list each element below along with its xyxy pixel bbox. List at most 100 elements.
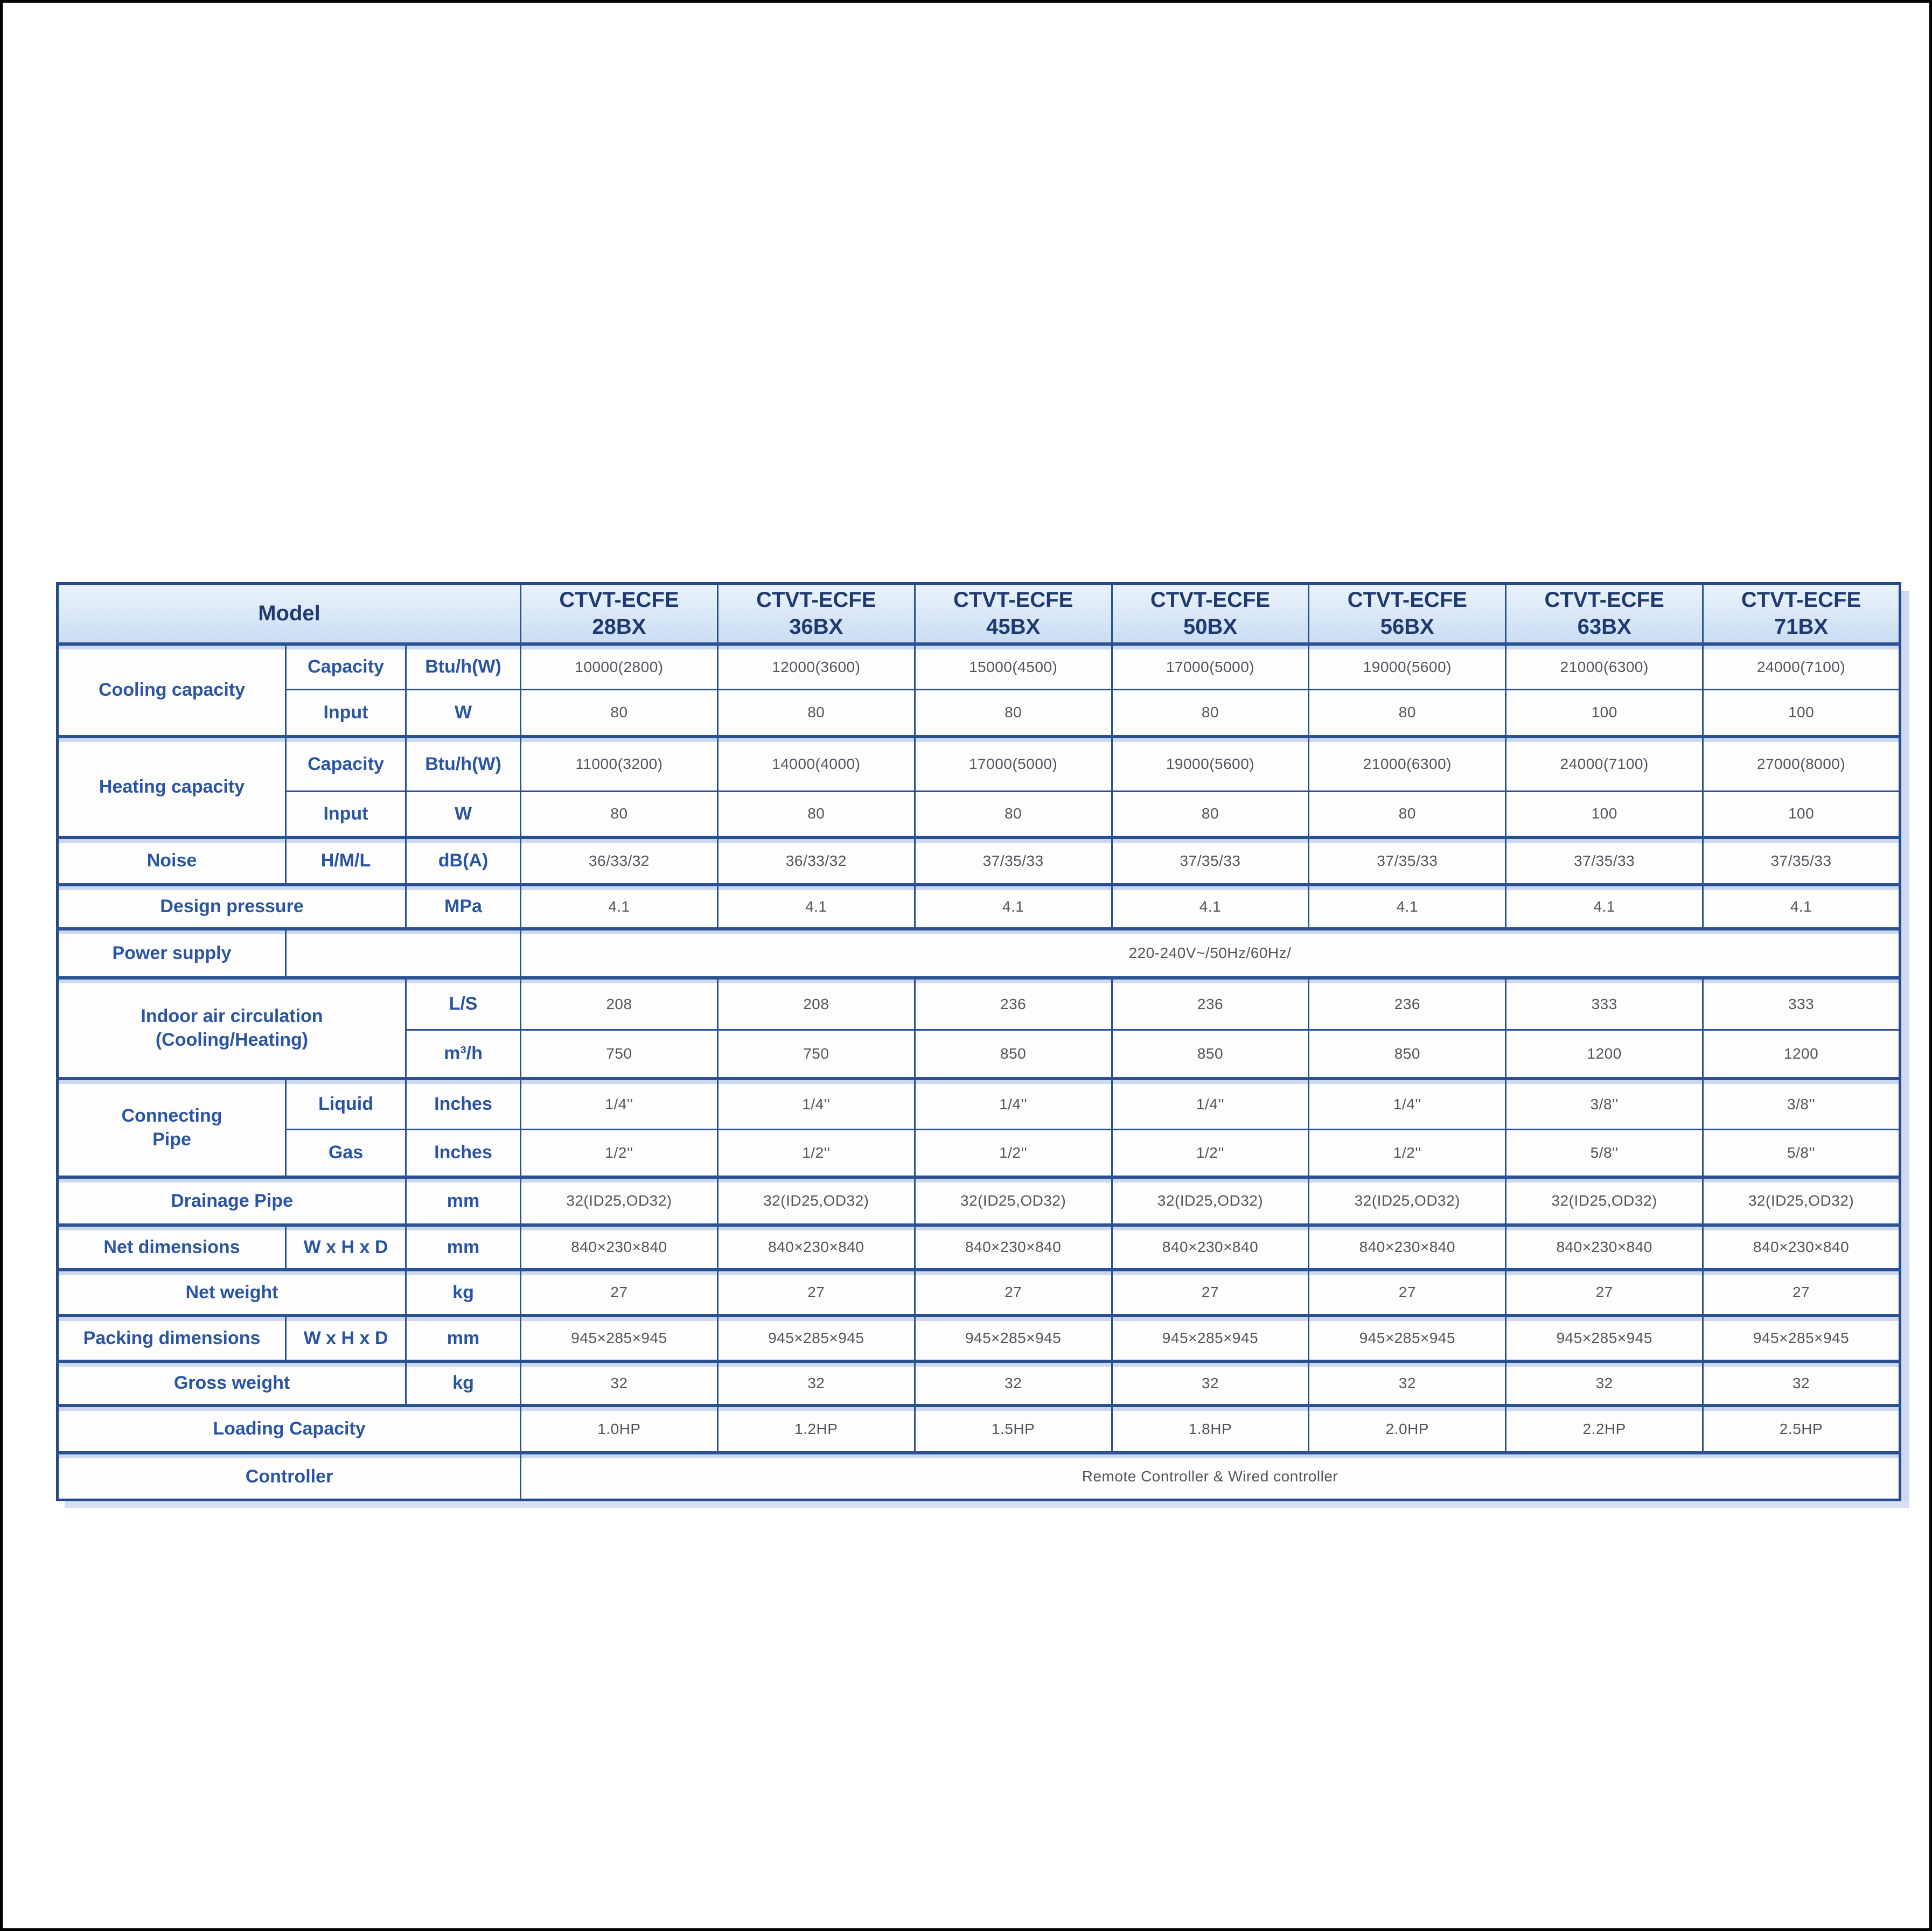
cell-value: 24000(7100) <box>1702 642 1901 690</box>
cell-value: 21000(6300) <box>1505 642 1704 690</box>
cell-value: 32 <box>1702 1359 1901 1406</box>
cell-value: 36/33/32 <box>520 835 719 885</box>
cell-value: 100 <box>1702 790 1901 838</box>
cell-value: 2.2HP <box>1505 1403 1704 1453</box>
row-net-weight: Net weight kg 27 27 27 27 27 27 27 <box>57 1268 1901 1316</box>
cell-value: 80 <box>913 689 1113 737</box>
spec-table: Model CTVT-ECFE 28BX CTVT-ECFE 36BX CTVT-E… <box>56 582 1901 1501</box>
cell-value: 750 <box>520 1029 719 1079</box>
cell-value: 5/8'' <box>1505 1129 1704 1178</box>
row-heating-capacity: Heating capacity Capacity Btu/h(W) 11000… <box>57 734 1901 838</box>
cell-value: 37/35/33 <box>1308 835 1507 885</box>
cell-value: 27 <box>1505 1268 1704 1316</box>
cell-value: 27 <box>716 1268 916 1316</box>
cell-value: 945×285×945 <box>1111 1313 1310 1362</box>
model-header-56bx: CTVT-ECFE 56BX <box>1308 583 1507 645</box>
row-unit: kg <box>404 1359 522 1406</box>
cell-value: 32 <box>1505 1359 1704 1406</box>
cell-value: 21000(6300) <box>1308 734 1507 792</box>
cell-value: 1/2'' <box>1308 1129 1507 1178</box>
row-unit: Inches <box>404 1076 522 1130</box>
cell-value: 236 <box>1111 976 1310 1031</box>
cell-value: 32(ID25,OD32) <box>716 1175 916 1226</box>
cell-value: 32 <box>1308 1359 1507 1406</box>
header-row: Model CTVT-ECFE 28BX CTVT-ECFE 36BX CTVT-E… <box>56 583 1901 645</box>
cell-value: 100 <box>1505 790 1704 838</box>
cell-value: 333 <box>1505 976 1704 1031</box>
row-label: Indoor air circulation (Cooling/Heating) <box>57 976 407 1079</box>
row-packing-dimensions: Packing dimensions W x H x D mm 945×285×… <box>57 1313 1901 1362</box>
cell-value: 5/8'' <box>1702 1129 1901 1178</box>
row-label: Loading Capacity <box>56 1403 522 1453</box>
cell-value: 945×285×945 <box>716 1313 916 1362</box>
cell-value: 32 <box>1111 1359 1310 1406</box>
cell-value: 32(ID25,OD32) <box>520 1175 719 1226</box>
cell-value: 1/4'' <box>716 1076 916 1130</box>
cell-value: 32(ID25,OD32) <box>1702 1175 1901 1226</box>
row-sublabel: W x H x D <box>285 1223 407 1270</box>
cell-value: 4.1 <box>716 883 916 929</box>
row-unit: kg <box>404 1268 522 1316</box>
cell-value: 1200 <box>1702 1029 1901 1079</box>
cell-value: 850 <box>913 1029 1113 1079</box>
cell-value: 850 <box>1111 1029 1310 1079</box>
cell-value: 945×285×945 <box>913 1313 1113 1362</box>
cell-value: 1/2'' <box>913 1129 1113 1178</box>
row-noise: Noise H/M/L dB(A) 36/33/32 36/33/32 37/3… <box>57 835 1901 885</box>
cell-value: 32(ID25,OD32) <box>1505 1175 1704 1226</box>
cell-value: 19000(5600) <box>1111 734 1310 792</box>
cell-value: 1/4'' <box>520 1076 719 1130</box>
row-unit: mm <box>404 1175 522 1226</box>
cell-value: 17000(5000) <box>1111 642 1310 690</box>
row-gross-weight: Gross weight kg 32 32 32 32 32 32 32 <box>57 1359 1901 1406</box>
row-label: Drainage Pipe <box>57 1175 407 1226</box>
row-power-supply: Power supply 220-240V~/50Hz/60Hz/ <box>57 927 1901 978</box>
row-label: Heating capacity <box>57 734 287 838</box>
row-sublabel: Capacity <box>285 734 407 792</box>
row-sublabel: Input <box>285 689 407 737</box>
row-design-pressure: Design pressure MPa 4.1 4.1 4.1 4.1 4.1 … <box>57 883 1901 929</box>
cell-value: 840×230×840 <box>1111 1223 1310 1270</box>
row-label: Noise <box>57 835 287 885</box>
row-label: Controller <box>56 1451 522 1501</box>
cell-value: 1/2'' <box>716 1129 916 1178</box>
cell-value: 220-240V~/50Hz/60Hz/ <box>520 927 1901 978</box>
cell-value: 80 <box>716 790 916 838</box>
row-heating-input: Input W 80 80 80 80 80 100 100 <box>58 790 1901 838</box>
row-sublabel: H/M/L <box>285 835 407 885</box>
row-unit: W <box>404 790 522 838</box>
cell-value: 2.5HP <box>1702 1403 1901 1453</box>
model-corner-cell: Model <box>56 583 522 645</box>
row-label: Packing dimensions <box>57 1313 287 1362</box>
row-unit: Btu/h(W) <box>404 642 522 690</box>
row-unit: Btu/h(W) <box>404 734 522 792</box>
cell-value: 208 <box>520 976 719 1031</box>
cell-value: 840×230×840 <box>1308 1223 1507 1270</box>
table-shadow-bottom <box>65 1501 1909 1508</box>
cell-value: 1.2HP <box>716 1403 916 1453</box>
cell-value: 1/4'' <box>1111 1076 1310 1130</box>
cell-value: 236 <box>1308 976 1507 1031</box>
cell-value: 840×230×840 <box>1505 1223 1704 1270</box>
cell-value: 80 <box>520 689 719 737</box>
row-sublabel: Gas <box>285 1129 407 1178</box>
row-loading-capacity: Loading Capacity 1.0HP 1.2HP 1.5HP 1.8HP… <box>56 1403 1901 1453</box>
row-sublabel: Capacity <box>285 642 407 690</box>
model-header-45bx: CTVT-ECFE 45BX <box>913 583 1113 645</box>
cell-value: 27 <box>1308 1268 1507 1316</box>
row-indoor-air-ls: Indoor air circulation (Cooling/Heating)… <box>57 976 1901 1079</box>
row-unit: Inches <box>404 1129 522 1178</box>
row-sublabel: Liquid <box>285 1076 407 1130</box>
cell-value: 333 <box>1702 976 1901 1031</box>
cell-value: 1/2'' <box>1111 1129 1310 1178</box>
row-label: Power supply <box>57 927 287 978</box>
cell-value: 32 <box>913 1359 1113 1406</box>
cell-value: 1/4'' <box>1308 1076 1507 1130</box>
cell-value: 32(ID25,OD32) <box>913 1175 1113 1226</box>
cell-value: 14000(4000) <box>716 734 916 792</box>
model-header-50bx: CTVT-ECFE 50BX <box>1111 583 1310 645</box>
cell-value: 945×285×945 <box>520 1313 719 1362</box>
cell-value: 100 <box>1702 689 1901 737</box>
cell-value: 37/35/33 <box>1505 835 1704 885</box>
cell-value: 1200 <box>1505 1029 1704 1079</box>
